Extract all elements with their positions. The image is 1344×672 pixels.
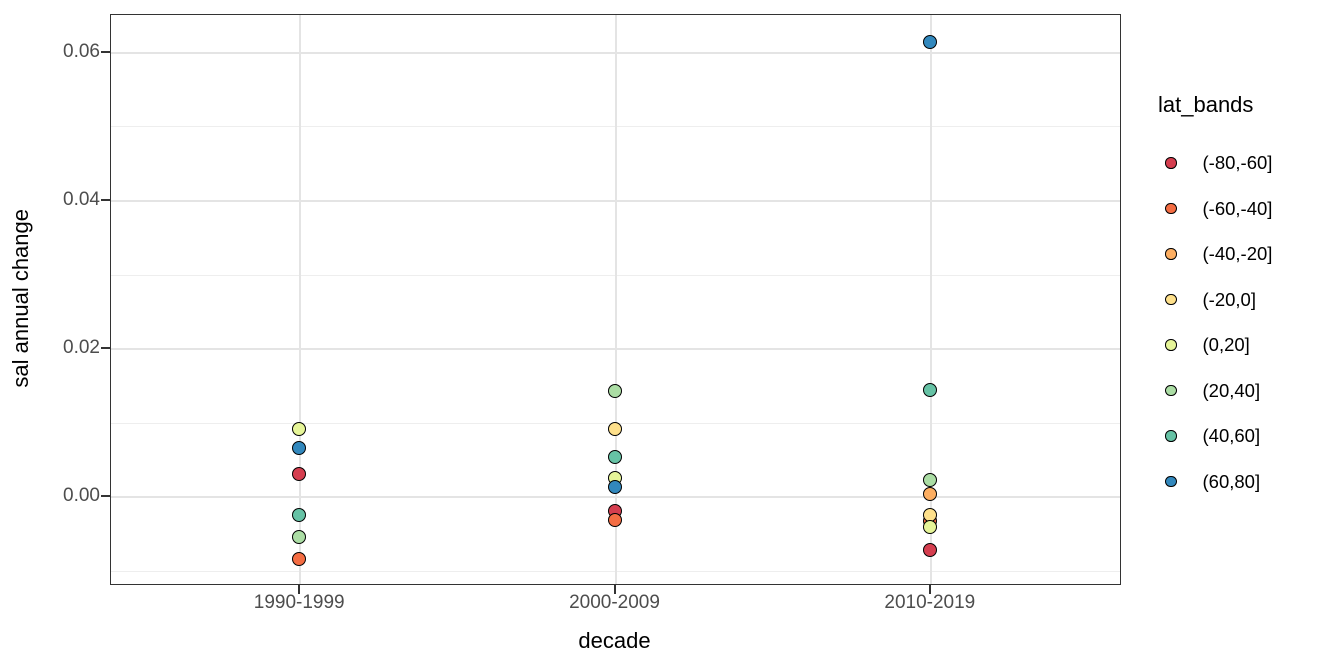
- data-point: [923, 382, 938, 397]
- y-axis-tick: [101, 50, 110, 53]
- legend-title: lat_bands: [1158, 92, 1254, 117]
- data-point: [923, 542, 938, 557]
- y-tick-label: 0.00: [63, 485, 100, 507]
- legend-label: (-40,-20]: [1202, 243, 1273, 264]
- data-point: [292, 530, 307, 545]
- legend-item: (20,40]: [1158, 378, 1260, 404]
- y-axis-title: sal annual change: [8, 209, 33, 388]
- data-point: [292, 441, 307, 456]
- legend-key-dot-icon: [1165, 339, 1177, 351]
- x-tick-label: 2000-2009: [569, 592, 660, 613]
- gridline-major-vertical: [614, 15, 617, 584]
- data-point: [923, 519, 938, 534]
- legend-label: (20,40]: [1202, 379, 1261, 401]
- legend-key-dot-icon: [1165, 248, 1177, 260]
- x-axis-tick: [928, 584, 931, 594]
- y-tick-label: 0.04: [63, 188, 100, 210]
- legend-key-dot-icon: [1165, 430, 1177, 442]
- data-point: [607, 450, 622, 465]
- data-point: [292, 551, 307, 566]
- y-axis-tick: [101, 347, 110, 350]
- legend-label: (40,60]: [1202, 425, 1261, 446]
- legend-label: (-80,-60]: [1202, 152, 1273, 173]
- data-point: [607, 513, 622, 528]
- data-point: [292, 422, 307, 437]
- y-tick-label: 0.02: [63, 337, 100, 359]
- data-point: [923, 34, 938, 49]
- legend-item: (-20,0]: [1158, 287, 1256, 313]
- y-tick-label: 0.06: [63, 40, 100, 62]
- x-axis-tick: [298, 584, 301, 594]
- legend-item: (60,80]: [1158, 469, 1260, 495]
- gridline-major-vertical: [929, 15, 932, 584]
- data-point: [923, 486, 938, 501]
- legend-key-dot-icon: [1165, 384, 1177, 397]
- legend-label: (60,80]: [1202, 470, 1261, 492]
- legend-key-dot-icon: [1165, 475, 1177, 488]
- data-point: [292, 508, 307, 523]
- data-point: [607, 422, 622, 437]
- x-tick-label: 1990-1999: [253, 592, 345, 613]
- legend-label: (-60,-40]: [1202, 197, 1273, 219]
- legend-label: (0,20]: [1202, 334, 1250, 355]
- legend-item: (0,20]: [1158, 332, 1250, 358]
- legend-key-dot-icon: [1165, 157, 1177, 169]
- data-point: [607, 383, 622, 398]
- legend-item: (40,60]: [1158, 423, 1260, 449]
- plot-panel: [110, 14, 1121, 585]
- legend-key-dot-icon: [1165, 293, 1177, 306]
- legend-item: (-60,-40]: [1158, 196, 1272, 222]
- y-axis-title-wrap: sal annual change: [8, 14, 34, 583]
- legend-key-dot-icon: [1165, 202, 1177, 215]
- x-tick-label: 2010-2019: [884, 592, 976, 613]
- y-axis-tick: [101, 198, 110, 201]
- x-axis-tick: [613, 584, 616, 594]
- legend-item: (-80,-60]: [1158, 150, 1272, 176]
- legend-label: (-20,0]: [1202, 288, 1256, 310]
- data-point: [607, 479, 622, 494]
- data-point: [923, 473, 938, 488]
- x-axis-title: decade: [578, 628, 651, 653]
- data-point: [292, 467, 307, 482]
- gridline-major-vertical: [299, 15, 302, 584]
- y-axis-tick: [101, 495, 110, 498]
- legend-item: (-40,-20]: [1158, 241, 1272, 267]
